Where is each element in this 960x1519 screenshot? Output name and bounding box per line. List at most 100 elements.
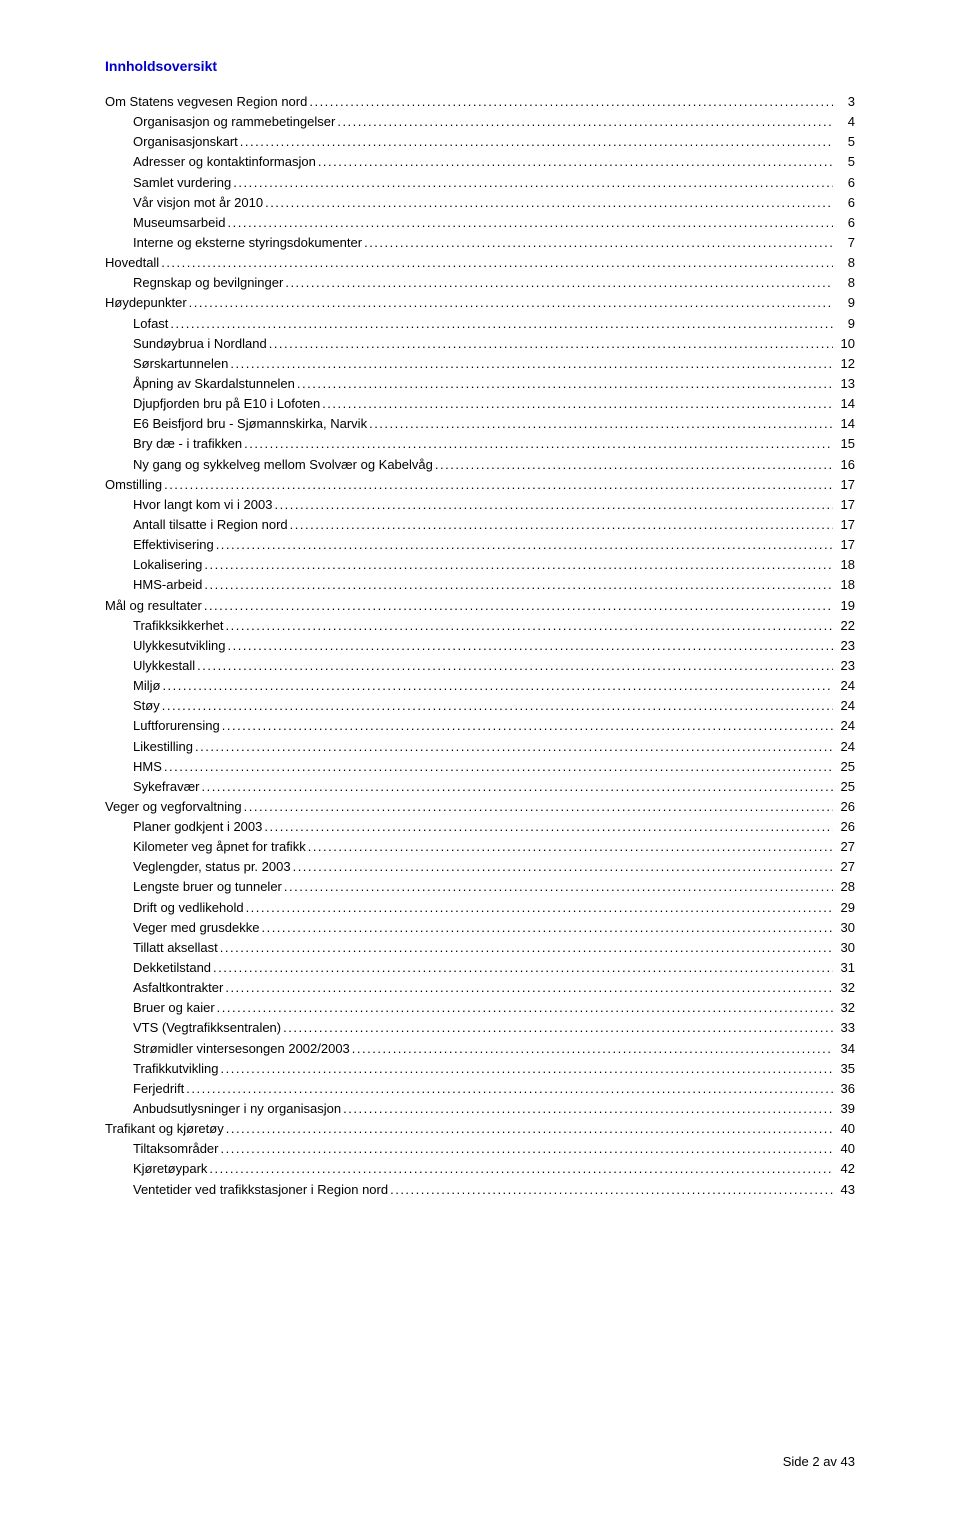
toc-row: Strømidler vintersesongen 2002/2003.....… [105, 1039, 855, 1059]
toc-page-number: 16 [833, 455, 855, 475]
toc-row: VTS (Vegtrafikksentralen)...............… [105, 1018, 855, 1038]
toc-label: Tiltaksområder [133, 1139, 218, 1159]
toc-label: Bruer og kaier [133, 998, 215, 1018]
toc-leader-dots: ........................................… [350, 1039, 833, 1059]
toc-row: Vår visjon mot år 2010..................… [105, 193, 855, 213]
toc-label: Veglengder, status pr. 2003 [133, 857, 291, 877]
toc-leader-dots: ........................................… [272, 495, 833, 515]
toc-page-number: 40 [833, 1139, 855, 1159]
toc-leader-dots: ........................................… [367, 414, 833, 434]
toc-row: Ventetider ved trafikkstasjoner i Region… [105, 1180, 855, 1200]
toc-page-number: 14 [833, 394, 855, 414]
toc-row: E6 Beisfjord bru - Sjømannskirka, Narvik… [105, 414, 855, 434]
toc-row: Hovedtall...............................… [105, 253, 855, 273]
toc-label: Miljø [133, 676, 160, 696]
toc-label: Ulykkestall [133, 656, 195, 676]
toc-label: Adresser og kontaktinformasjon [133, 152, 316, 172]
toc-label: Antall tilsatte i Region nord [133, 515, 288, 535]
toc-label: Bry dæ - i trafikken [133, 434, 242, 454]
toc-page-number: 24 [833, 696, 855, 716]
toc-leader-dots: ........................................… [307, 92, 833, 112]
toc-label: Omstilling [105, 475, 162, 495]
toc-leader-dots: ........................................… [320, 394, 833, 414]
toc-leader-dots: ........................................… [202, 596, 833, 616]
toc-row: Regnskap og bevilgninger................… [105, 273, 855, 293]
toc-row: Veglengder, status pr. 2003.............… [105, 857, 855, 877]
toc-label: Trafikant og kjøretøy [105, 1119, 224, 1139]
toc-row: Samlet vurdering........................… [105, 173, 855, 193]
toc-page-number: 6 [833, 213, 855, 233]
toc-label: Ulykkesutvikling [133, 636, 225, 656]
toc-row: Omstilling..............................… [105, 475, 855, 495]
toc-leader-dots: ........................................… [211, 958, 833, 978]
toc-leader-dots: ........................................… [214, 535, 833, 555]
toc-page-number: 40 [833, 1119, 855, 1139]
toc-page-number: 8 [833, 253, 855, 273]
toc-label: Effektivisering [133, 535, 214, 555]
toc-row: Støy....................................… [105, 696, 855, 716]
toc-leader-dots: ........................................… [202, 555, 833, 575]
toc-label: Hovedtall [105, 253, 159, 273]
toc-page-number: 33 [833, 1018, 855, 1038]
toc-leader-dots: ........................................… [316, 152, 833, 172]
toc-leader-dots: ........................................… [242, 434, 833, 454]
page-footer: Side 2 av 43 [783, 1454, 855, 1469]
toc-leader-dots: ........................................… [433, 455, 833, 475]
toc-row: Høydepunkter............................… [105, 293, 855, 313]
toc-label: Kjøretøypark [133, 1159, 207, 1179]
toc-page-number: 19 [833, 596, 855, 616]
toc-leader-dots: ........................................… [228, 354, 833, 374]
toc-page-number: 32 [833, 978, 855, 998]
toc-label: Lengste bruer og tunneler [133, 877, 282, 897]
toc-leader-dots: ........................................… [162, 475, 833, 495]
toc-label: Museumsarbeid [133, 213, 226, 233]
toc-leader-dots: ........................................… [335, 112, 833, 132]
toc-row: Antall tilsatte i Region nord...........… [105, 515, 855, 535]
toc-page-number: 24 [833, 716, 855, 736]
toc-row: Trafikkutvikling........................… [105, 1059, 855, 1079]
toc-label: Lokalisering [133, 555, 202, 575]
toc-row: Ferjedrift..............................… [105, 1079, 855, 1099]
toc-row: Lofast..................................… [105, 314, 855, 334]
toc-label: Planer godkjent i 2003 [133, 817, 262, 837]
toc-label: Lofast [133, 314, 168, 334]
toc-page-number: 25 [833, 757, 855, 777]
toc-row: HMS-arbeid..............................… [105, 575, 855, 595]
toc-page-number: 4 [833, 112, 855, 132]
toc-row: Sykefravær..............................… [105, 777, 855, 797]
toc-page-number: 27 [833, 837, 855, 857]
toc-row: Drift og vedlikehold....................… [105, 898, 855, 918]
toc-row: Miljø...................................… [105, 676, 855, 696]
toc-leader-dots: ........................................… [159, 253, 833, 273]
toc-page-number: 8 [833, 273, 855, 293]
toc-page-number: 30 [833, 938, 855, 958]
toc-page-number: 22 [833, 616, 855, 636]
toc-row: Djupfjorden bru på E10 i Lofoten........… [105, 394, 855, 414]
toc-page-number: 36 [833, 1079, 855, 1099]
toc-page-number: 14 [833, 414, 855, 434]
toc-page-number: 28 [833, 877, 855, 897]
toc-leader-dots: ........................................… [218, 938, 833, 958]
toc-page-number: 27 [833, 857, 855, 877]
toc-label: Vår visjon mot år 2010 [133, 193, 263, 213]
toc-label: Støy [133, 696, 160, 716]
toc-page-number: 24 [833, 737, 855, 757]
toc-row: Ulykkesutvikling........................… [105, 636, 855, 656]
toc-leader-dots: ........................................… [202, 575, 833, 595]
toc-row: Om Statens vegvesen Region nord.........… [105, 92, 855, 112]
toc-row: Trafikant og kjøretøy...................… [105, 1119, 855, 1139]
toc-leader-dots: ........................................… [160, 676, 833, 696]
toc-row: Lokalisering............................… [105, 555, 855, 575]
toc-label: Likestilling [133, 737, 193, 757]
toc-page-number: 15 [833, 434, 855, 454]
toc-row: Luftforurensing.........................… [105, 716, 855, 736]
toc-leader-dots: ........................................… [187, 293, 833, 313]
toc-row: Sørskartunnelen.........................… [105, 354, 855, 374]
toc-label: Samlet vurdering [133, 173, 231, 193]
toc-label: Luftforurensing [133, 716, 220, 736]
toc-page-number: 30 [833, 918, 855, 938]
toc-page-number: 25 [833, 777, 855, 797]
toc-page-number: 23 [833, 636, 855, 656]
toc-page-number: 6 [833, 193, 855, 213]
toc-label: Organisasjonskart [133, 132, 238, 152]
